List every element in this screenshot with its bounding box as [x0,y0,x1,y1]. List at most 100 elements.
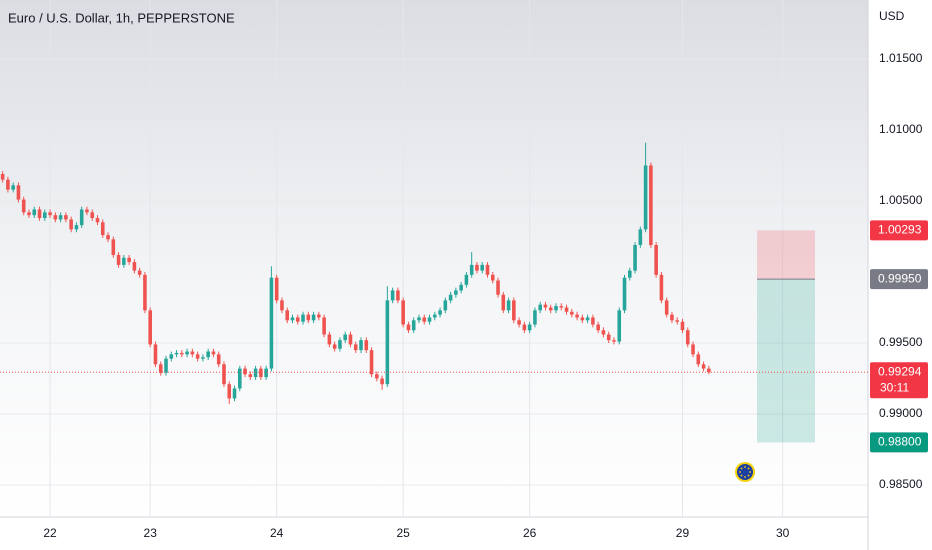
candle-body [596,324,600,331]
candle-body [222,364,226,385]
candle-body [469,264,474,275]
stop-label: 1.00293 [878,223,922,237]
candle-body [659,274,664,301]
candle-body [707,368,711,373]
candle-body [327,334,332,345]
candle-body [691,344,695,355]
candle-body [490,274,495,281]
candle-body [53,215,58,220]
grid [0,0,868,517]
candle-body [554,306,558,311]
candle-body [559,306,564,308]
candle-body [295,317,300,322]
candle-body [527,324,532,331]
countdown-label: 30:11 [880,380,909,394]
y-tick-label: 1.00500 [879,193,923,207]
target-label: 0.98800 [878,435,922,449]
candle-body [664,300,669,315]
plot-background [0,0,868,517]
target-badge [870,432,928,453]
candle-body [369,350,374,375]
candle-body [79,209,84,226]
candle-body [253,368,258,378]
candle-body [69,219,73,230]
candle-body [617,310,622,342]
candle-body [485,264,490,275]
candle-body [501,294,506,311]
candle-body [506,300,511,311]
currency-label: USD [879,9,905,23]
x-tick-label: 24 [270,526,284,540]
candle-body [85,209,89,213]
candle-body [643,165,648,230]
candle-body [301,314,305,322]
entry-badge [870,269,928,290]
x-tick-label: 29 [676,526,690,540]
candle-body [612,340,616,342]
candle-body [517,320,521,325]
candle-body [90,212,95,219]
candle-body [248,374,253,378]
x-tick-label: 30 [776,526,790,540]
candle-body [522,324,527,331]
candle-body [538,304,542,311]
candle-body [180,352,184,355]
candle-body [148,310,152,345]
y-tick-label: 1.01500 [879,51,923,65]
candle-body [475,264,479,271]
candle-body [375,374,379,379]
target-zone [757,279,815,443]
last-price-label: 0.99294 [878,364,922,378]
stop-zone [757,230,815,280]
candle-body [348,334,353,345]
candle-body [427,317,432,322]
candle-body [238,368,242,389]
candle-body [548,307,553,311]
candle-body [185,351,189,355]
candle-body [585,317,590,321]
candle-body [127,257,131,263]
candle-body [201,357,205,359]
candle-body [322,317,326,335]
candle-body [512,300,516,321]
candle-body [432,314,437,318]
y-tick-label: 0.99000 [879,406,923,420]
candle-body [443,300,448,311]
candle-body [143,274,147,311]
candle-body [622,277,627,311]
y-tick-label: 1.01000 [879,122,923,136]
stop-badge [870,220,928,241]
candle-body [464,274,469,285]
candle-body [259,368,263,378]
candle-body [11,185,15,190]
candle-body [243,368,247,375]
position-tool [757,230,815,443]
candle-body [454,290,458,295]
candle-body [543,304,548,308]
candle-body [32,209,37,216]
candle-body [685,330,690,345]
candle-body [575,314,579,318]
candle-body [670,314,674,321]
candle-body [195,354,200,359]
candle-body [385,300,390,385]
chart-title: Euro / U.S. Dollar, 1h, PEPPERSTONE [8,10,235,25]
candle-body [306,314,311,321]
candle-body [438,310,442,315]
candle-body [332,344,337,349]
candle-body [0,173,5,180]
flag-icon [735,462,755,482]
candle-body [390,290,395,301]
candle-body [290,317,295,321]
candle-body [21,199,26,213]
candle-body [396,290,400,301]
candle-body [58,215,63,220]
candle-body [64,215,68,220]
candle-body [116,254,121,265]
candle-body [164,358,168,373]
candle-body [401,300,405,325]
candle-body [701,364,706,369]
candle-body [696,354,701,365]
candle-body [406,324,411,331]
